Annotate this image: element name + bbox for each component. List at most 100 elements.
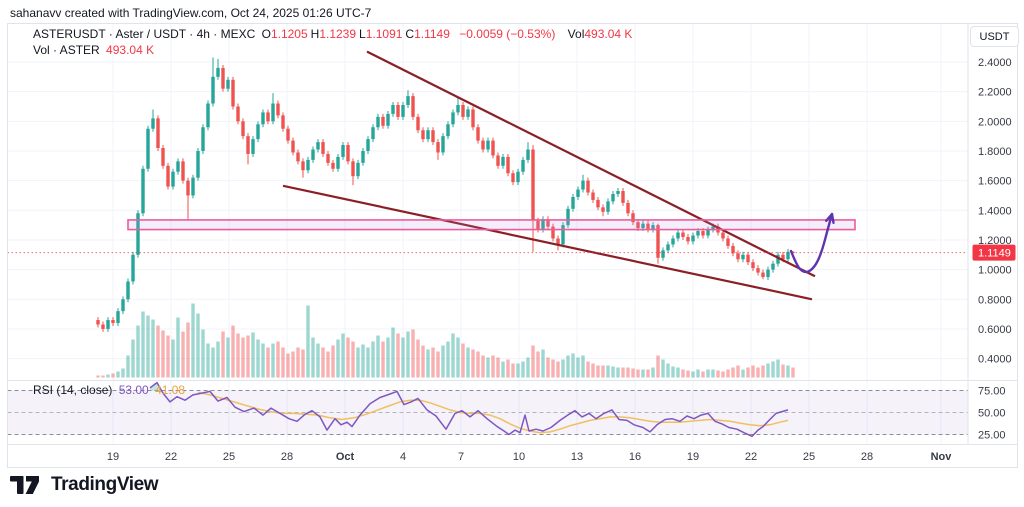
candle-body [191,177,195,196]
volume-bar [536,351,540,378]
volume-bar [576,357,580,378]
volume-bar [531,345,535,378]
volume-bar [246,335,250,378]
candle-body [551,226,555,239]
currency-toggle-button[interactable]: USDT [970,26,1019,47]
volume-bar [766,363,770,378]
candle-body [786,251,790,260]
volume-bar [561,359,565,378]
ohlc-key: L [359,27,366,41]
candle-body [496,155,500,166]
ohlc-key: C [405,27,415,41]
volume-bar [471,349,475,378]
price-tick-label: 2.2000 [978,87,1012,99]
candle-body [401,105,405,117]
tradingview-logo[interactable]: TradingView [10,474,159,496]
candle-body [756,268,760,273]
volume-bar [151,319,155,378]
time-tick-label: 4 [400,451,406,463]
volume-bar [126,355,130,378]
candle-body [436,142,440,153]
volume-bar [606,365,610,378]
candle-body [251,139,255,154]
volume-bar [781,364,785,378]
volume-bar [121,368,125,378]
symbol-legend[interactable]: ASTERUSDT · Aster / USDT · 4h · MEXC O1.… [33,27,635,41]
candle-body [506,156,510,174]
price-tick-label: 1.8000 [978,146,1012,158]
volume-bar [701,371,705,378]
candle-body [671,238,675,245]
candle-body [561,225,565,245]
candle-body [101,324,105,329]
volume-bar [521,361,525,378]
volume-bar [336,339,340,378]
candle-body [366,139,370,151]
volume-bar [681,369,685,378]
volume-bar [686,370,690,378]
volume-series-label: Vol · ASTER [33,43,100,57]
candle-body [666,244,670,251]
volume-bar [641,369,645,378]
volume-bar [216,341,220,378]
candle-body [711,226,715,230]
volume-bar [636,369,640,378]
volume-series-value: 493.04 K [106,43,155,57]
candlestick-series[interactable] [96,57,795,332]
volume-bar [96,375,100,378]
candle-body [736,253,740,260]
candle-body [261,112,265,125]
candle-body [491,140,495,156]
candle-body [211,76,215,104]
volume-bar [266,347,270,378]
candle-body [181,161,185,181]
candle-body [391,105,395,114]
trendline-lower[interactable] [282,184,813,301]
rsi-ma-line[interactable] [197,391,789,434]
candle-body [96,320,100,325]
volume-bar [366,347,370,378]
price-axis[interactable]: 2.4000 2.2000 2.0000 1.8000 1.6000 1.4000 1.20… [972,57,1016,442]
resistance-box[interactable] [127,219,856,231]
time-tick-label: 25 [223,451,235,463]
time-tick-label: 28 [861,451,873,463]
candle-body [231,79,235,107]
attribution-text: sahanavv created with TradingView.com, O… [10,6,372,20]
ohlc-value: 1.1239 [319,27,357,41]
volume-bar [786,365,790,378]
volume-bar [611,366,615,378]
candle-body [486,140,490,150]
candle-body [471,109,475,128]
candle-body [281,115,285,129]
rsi-label: RSI (14, close) [33,383,113,397]
trendline-upper[interactable] [366,50,816,278]
volume-legend[interactable]: Vol · ASTER 493.04 K [33,43,157,57]
volume-bar [571,353,575,378]
volume-bar [716,370,720,378]
rsi-line[interactable] [149,381,789,438]
candle-body [276,103,280,116]
time-tick-label: 19 [107,451,119,463]
time-tick-label: 22 [165,451,177,463]
time-tick-label: 10 [513,451,525,463]
ohlc-value: 1.1149 [414,27,450,41]
volume-bar [676,367,680,378]
candle-body [111,320,115,324]
volume-bar [221,331,225,378]
time-axis[interactable]: 19 22 25 28 Oct 4 7 10 13 16 19 22 25 28 Nov [107,451,952,463]
volume-bar [161,330,165,378]
candle-body [546,219,550,227]
candle-body [566,208,570,226]
candle-body [246,136,250,154]
volume-bar [226,337,230,378]
volume-bar [171,339,175,378]
rsi-legend[interactable]: RSI (14, close) 53.00 41.08 [33,383,188,397]
volume-bar [391,327,395,378]
candle-body [411,96,415,117]
candle-body [641,223,645,229]
tradingview-logo-text: TradingView [51,474,159,495]
volume-bar [196,313,200,378]
projection-arrow[interactable] [789,212,834,274]
candle-body [656,225,660,258]
